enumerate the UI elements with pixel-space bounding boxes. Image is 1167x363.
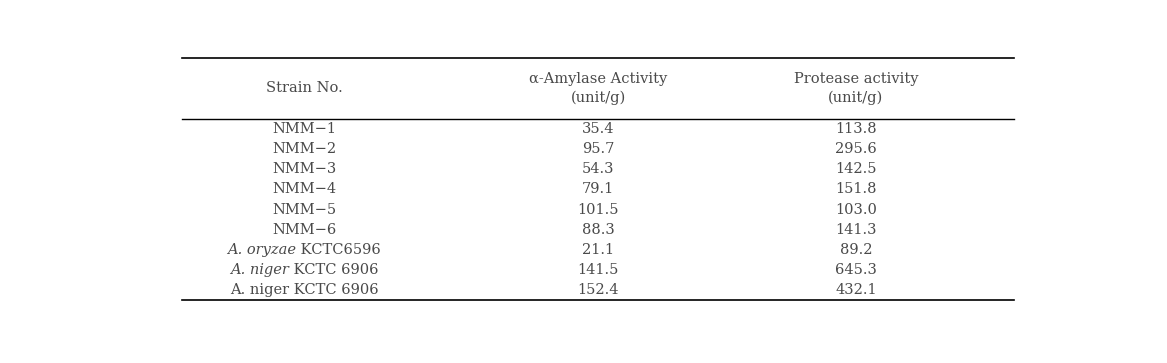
Text: α-Amylase Activity
(unit/g): α-Amylase Activity (unit/g) (529, 72, 668, 105)
Text: KCTC6596: KCTC6596 (296, 243, 380, 257)
Text: KCTC 6906: KCTC 6906 (289, 263, 378, 277)
Text: 151.8: 151.8 (836, 183, 876, 196)
Text: 35.4: 35.4 (582, 122, 614, 136)
Text: 95.7: 95.7 (582, 142, 614, 156)
Text: NMM−5: NMM−5 (272, 203, 336, 217)
Text: 89.2: 89.2 (839, 243, 872, 257)
Text: 141.5: 141.5 (578, 263, 619, 277)
Text: 113.8: 113.8 (836, 122, 876, 136)
Text: NMM−4: NMM−4 (272, 183, 336, 196)
Text: NMM−3: NMM−3 (272, 162, 336, 176)
Text: 54.3: 54.3 (582, 162, 614, 176)
Text: 142.5: 142.5 (836, 162, 876, 176)
Text: A. niger KCTC 6906: A. niger KCTC 6906 (230, 283, 378, 297)
Text: NMM−1: NMM−1 (272, 122, 336, 136)
Text: 88.3: 88.3 (581, 223, 615, 237)
Text: 103.0: 103.0 (834, 203, 876, 217)
Text: A. oryzae: A. oryzae (228, 243, 296, 257)
Text: 152.4: 152.4 (578, 283, 619, 297)
Text: 79.1: 79.1 (582, 183, 614, 196)
Text: NMM−6: NMM−6 (272, 223, 336, 237)
Text: Protease activity
(unit/g): Protease activity (unit/g) (794, 72, 918, 105)
Text: Strain No.: Strain No. (266, 81, 343, 95)
Text: 645.3: 645.3 (834, 263, 876, 277)
Text: 295.6: 295.6 (834, 142, 876, 156)
Text: A. niger: A. niger (230, 263, 289, 277)
Text: 101.5: 101.5 (578, 203, 619, 217)
Text: 21.1: 21.1 (582, 243, 614, 257)
Text: NMM−2: NMM−2 (272, 142, 336, 156)
Text: 432.1: 432.1 (836, 283, 876, 297)
Text: 141.3: 141.3 (836, 223, 876, 237)
